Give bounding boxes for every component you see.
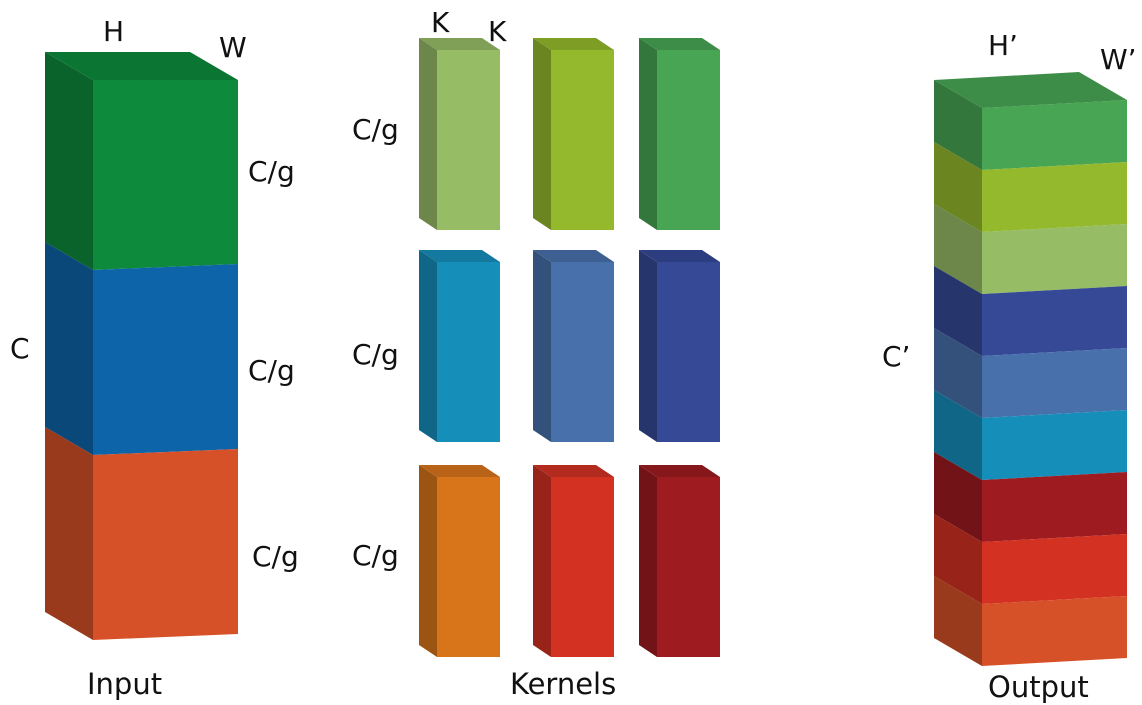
kernel-r3-c1	[419, 465, 500, 657]
kernel-group-label-3: C/g	[352, 539, 399, 572]
output-height-label: H’	[988, 29, 1018, 62]
input-block-3-front	[93, 449, 238, 640]
kernel-r1-c1-side	[419, 38, 437, 230]
input-block-3-side	[45, 427, 93, 640]
output-channel-label: C’	[882, 340, 910, 373]
kernel-r2-c3-side	[639, 250, 657, 442]
kernel-r1-c2	[533, 38, 614, 230]
input-block-1-side	[45, 52, 93, 270]
output-slice-9-front	[982, 596, 1127, 666]
kernel-r3-c3	[639, 465, 720, 657]
input-block-1	[45, 52, 238, 270]
input-caption: Input	[87, 667, 162, 701]
input-width-label: W	[219, 31, 247, 64]
kernel-r3-c2	[533, 465, 614, 657]
input-block-1-front	[93, 80, 238, 270]
input-group-label-2: C/g	[248, 354, 295, 387]
kernel-r1-c2-side	[533, 38, 551, 230]
output-caption: Output	[988, 670, 1089, 704]
input-group-label-3: C/g	[252, 540, 299, 573]
input-block-2-front	[93, 264, 238, 455]
output-slice-3-front	[982, 224, 1127, 294]
output-slice-4-front	[982, 286, 1127, 356]
input-channel-label: C	[10, 332, 30, 365]
input-group-label-1: C/g	[248, 155, 295, 188]
kernels-caption: Kernels	[510, 667, 616, 701]
output-slice-1-front	[982, 100, 1127, 170]
kernel-r1-c1-front	[437, 50, 500, 230]
kernel-r3-c2-front	[551, 477, 614, 657]
kernel-r1-c1	[419, 38, 500, 230]
kernel-group-label-2: C/g	[352, 338, 399, 371]
kernel-r1-c3-front	[657, 50, 720, 230]
output-tensor	[934, 72, 1127, 666]
input-height-label: H	[103, 15, 124, 48]
output-slice-5-front	[982, 348, 1127, 418]
kernel-r2-c1-front	[437, 262, 500, 442]
input-block-2	[45, 242, 238, 455]
kernel-r1-c3	[639, 38, 720, 230]
kernel-grid	[419, 38, 720, 657]
kernel-r1-c3-side	[639, 38, 657, 230]
kernel-r2-c2	[533, 250, 614, 442]
kernel-r1-c2-front	[551, 50, 614, 230]
output-slice-2-front	[982, 162, 1127, 232]
kernel-r3-c3-front	[657, 477, 720, 657]
kernel-r3-c2-side	[533, 465, 551, 657]
kernel-r2-c1-side	[419, 250, 437, 442]
output-slice-7-front	[982, 472, 1127, 542]
kernel-r2-c2-side	[533, 250, 551, 442]
input-tensor	[45, 52, 238, 640]
input-block-2-side	[45, 242, 93, 455]
input-block-3	[45, 427, 238, 640]
output-slice-1	[934, 72, 1127, 170]
kernel-r2-c1	[419, 250, 500, 442]
kernel-r3-c1-side	[419, 465, 437, 657]
kernel-group-label-1: C/g	[352, 113, 399, 146]
kernel-size-label-2: K	[488, 15, 507, 48]
kernel-r2-c3	[639, 250, 720, 442]
kernel-r3-c3-side	[639, 465, 657, 657]
kernel-size-label-1: K	[431, 6, 450, 39]
kernel-r2-c3-front	[657, 262, 720, 442]
output-width-label: W’	[1100, 43, 1137, 76]
kernel-r3-c1-front	[437, 477, 500, 657]
kernel-r2-c2-front	[551, 262, 614, 442]
output-slice-6-front	[982, 410, 1127, 480]
output-slice-8-front	[982, 534, 1127, 604]
